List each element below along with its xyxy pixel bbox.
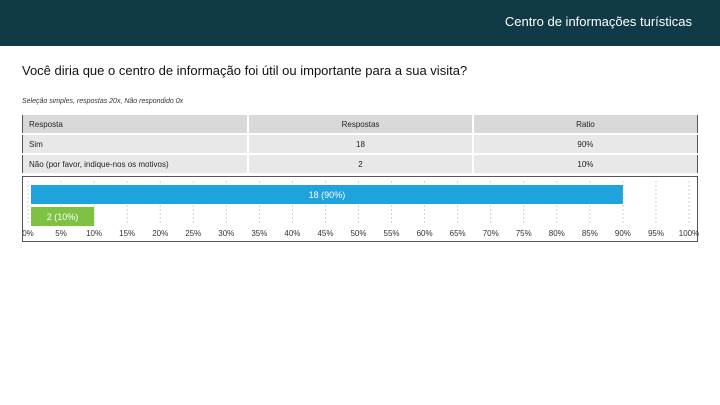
x-tick-label: 20% [152, 229, 168, 238]
x-tick-label: 50% [350, 229, 366, 238]
x-tick-label: 100% [679, 229, 699, 238]
x-tick-label: 35% [251, 229, 267, 238]
x-tick-label: 40% [284, 229, 300, 238]
x-tick-label: 90% [615, 229, 631, 238]
x-tick-label: 45% [317, 229, 333, 238]
x-tick-label: 75% [516, 229, 532, 238]
question-text: Você diria que o centro de informação fo… [22, 63, 468, 78]
ratio-cell: 90% [471, 133, 698, 155]
chart-svg: 0% 5% 10% 15% 20% 25% 30% 35% 40% 45% 50% 55% 60% 65%… [23, 181, 699, 238]
results-table: Resposta Respostas Ratio Sim 18 90% Não … [22, 113, 698, 175]
x-tick-label: 30% [218, 229, 234, 238]
x-tick-label: 60% [417, 229, 433, 238]
answer-cell: Não (por favor, indique-nos os motivos) [22, 153, 250, 175]
answer-cell: Sim [22, 133, 250, 155]
x-tick-label: 25% [185, 229, 201, 238]
count-cell: 18 [247, 133, 474, 155]
header-bar: Centro de informações turísticas [0, 0, 720, 46]
table-header-row: Resposta Respostas Ratio [22, 113, 698, 135]
x-tick-label: 0% [23, 229, 34, 238]
x-tick-label: 55% [384, 229, 400, 238]
page-title: Centro de informações turísticas [504, 14, 692, 29]
table-row: Não (por favor, indique-nos os motivos) … [22, 153, 698, 175]
x-tick-label: 70% [483, 229, 499, 238]
x-tick-label: 10% [86, 229, 102, 238]
x-tick-label: 80% [549, 229, 565, 238]
bar-nao [31, 207, 95, 226]
count-cell: 2 [247, 153, 474, 175]
bar-data-label: 2 (10%) [47, 212, 79, 222]
x-tick-label: 95% [648, 229, 664, 238]
table-row: Sim 18 90% [22, 133, 698, 155]
x-tick-label: 85% [582, 229, 598, 238]
response-meta: Seleção simples, respostas 20x, Não resp… [22, 98, 184, 105]
x-tick-label: 15% [119, 229, 135, 238]
column-header-ratio: Ratio [471, 113, 698, 135]
column-header-answer: Resposta [22, 113, 250, 135]
bar-data-label: 18 (90%) [309, 190, 346, 200]
x-tick-label: 5% [55, 229, 67, 238]
results-bar-chart: 0% 5% 10% 15% 20% 25% 30% 35% 40% 45% 50% 55% 60% 65%… [22, 176, 699, 242]
bar-sim [31, 185, 623, 204]
x-tick-label: 65% [450, 229, 466, 238]
column-header-count: Respostas [247, 113, 474, 135]
ratio-cell: 10% [471, 153, 698, 175]
